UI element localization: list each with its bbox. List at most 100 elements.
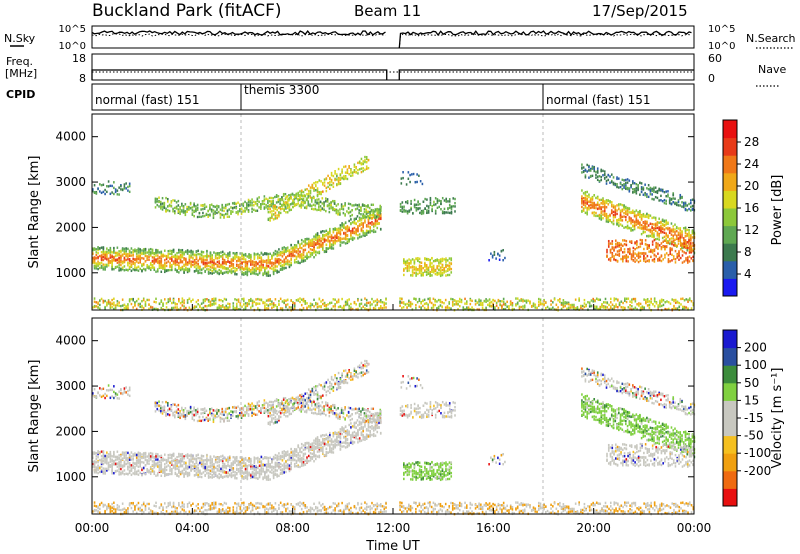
power-cell xyxy=(200,268,203,271)
power-cell xyxy=(344,227,347,231)
power-cell xyxy=(471,306,473,309)
power-cell xyxy=(276,208,278,212)
power-cell xyxy=(677,231,680,234)
power-cell xyxy=(457,308,459,311)
power-cell xyxy=(332,305,335,308)
power-cell xyxy=(197,252,199,256)
power-cell xyxy=(417,203,419,206)
power-cell xyxy=(488,259,490,262)
power-cell xyxy=(269,216,271,220)
power-cell xyxy=(431,268,433,271)
power-cell xyxy=(353,217,356,221)
power-cell xyxy=(361,204,364,207)
power-cell xyxy=(454,197,456,201)
power-cell xyxy=(176,260,178,264)
power-cell xyxy=(214,297,217,300)
power-cell xyxy=(278,206,280,210)
power-cell xyxy=(599,305,602,309)
power-cell xyxy=(637,211,639,214)
power-cell xyxy=(249,204,252,207)
power-cell xyxy=(339,226,342,230)
power-cell xyxy=(661,223,664,226)
power-cell xyxy=(362,231,364,234)
power-cell xyxy=(278,303,280,306)
power-cell xyxy=(302,297,305,301)
power-cell xyxy=(148,267,150,270)
power-cell xyxy=(346,240,349,243)
power-cell xyxy=(360,206,362,209)
power-cell xyxy=(309,186,312,189)
power-cell xyxy=(144,251,147,255)
power-cell xyxy=(425,264,428,267)
power-cell xyxy=(560,307,563,311)
power-cell xyxy=(104,188,106,192)
power-cell xyxy=(424,269,426,272)
power-cell xyxy=(413,261,416,264)
power-cell xyxy=(660,242,663,245)
power-cell xyxy=(612,204,615,207)
power-cell xyxy=(251,210,253,213)
power-cell xyxy=(362,225,364,229)
power-cell xyxy=(653,260,656,263)
power-cell xyxy=(235,273,238,276)
power-cell xyxy=(681,246,683,250)
power-cell xyxy=(325,200,327,203)
power-cell xyxy=(264,271,266,274)
power-cell xyxy=(132,253,134,257)
power-cell xyxy=(163,201,166,205)
power-cell xyxy=(404,267,407,270)
power-cell xyxy=(415,269,417,272)
power-cell xyxy=(219,216,222,219)
power-cell xyxy=(235,264,238,267)
power-cell xyxy=(253,268,256,271)
power-cell xyxy=(330,174,333,177)
power-cell xyxy=(586,202,588,205)
power-cell xyxy=(583,305,586,309)
power-cell xyxy=(104,307,106,310)
power-cell xyxy=(357,220,359,223)
power-cell xyxy=(238,204,241,207)
power-cell xyxy=(596,207,599,210)
power-cell xyxy=(251,201,253,204)
power-cell xyxy=(626,206,629,210)
power-cell xyxy=(109,261,112,264)
power-cell xyxy=(193,270,196,273)
power-cell xyxy=(251,266,254,270)
power-cell xyxy=(616,204,618,207)
power-cell xyxy=(132,260,134,263)
power-cell xyxy=(178,251,180,254)
power-cell xyxy=(306,307,308,311)
power-cell xyxy=(383,306,386,309)
power-cell xyxy=(655,245,657,249)
power-cell xyxy=(351,229,354,232)
power-cell xyxy=(650,250,652,253)
power-cell xyxy=(281,196,283,199)
power-cell xyxy=(348,298,350,301)
power-cell xyxy=(480,301,482,305)
power-cell xyxy=(653,188,655,191)
power-cell xyxy=(408,262,410,265)
power-cell xyxy=(646,245,649,248)
power-cell xyxy=(672,192,675,195)
power-cell xyxy=(337,213,339,216)
power-cell xyxy=(246,273,249,277)
power-cell xyxy=(300,189,303,192)
power-cell xyxy=(588,208,590,211)
power-cell xyxy=(409,301,412,304)
power-cell xyxy=(633,224,636,228)
power-cell xyxy=(216,257,219,260)
power-cell xyxy=(300,204,303,207)
power-cell xyxy=(300,260,303,263)
power-cell xyxy=(118,256,120,260)
power-cell xyxy=(596,197,599,200)
power-cell xyxy=(174,264,177,267)
power-cell xyxy=(195,250,198,254)
power-cell xyxy=(260,298,263,302)
power-cell xyxy=(306,242,308,245)
power-cell xyxy=(265,303,268,306)
power-cell xyxy=(658,259,661,262)
power-cell xyxy=(358,219,361,222)
power-cell xyxy=(137,254,140,258)
power-cell xyxy=(406,201,409,205)
power-cell xyxy=(677,227,680,230)
